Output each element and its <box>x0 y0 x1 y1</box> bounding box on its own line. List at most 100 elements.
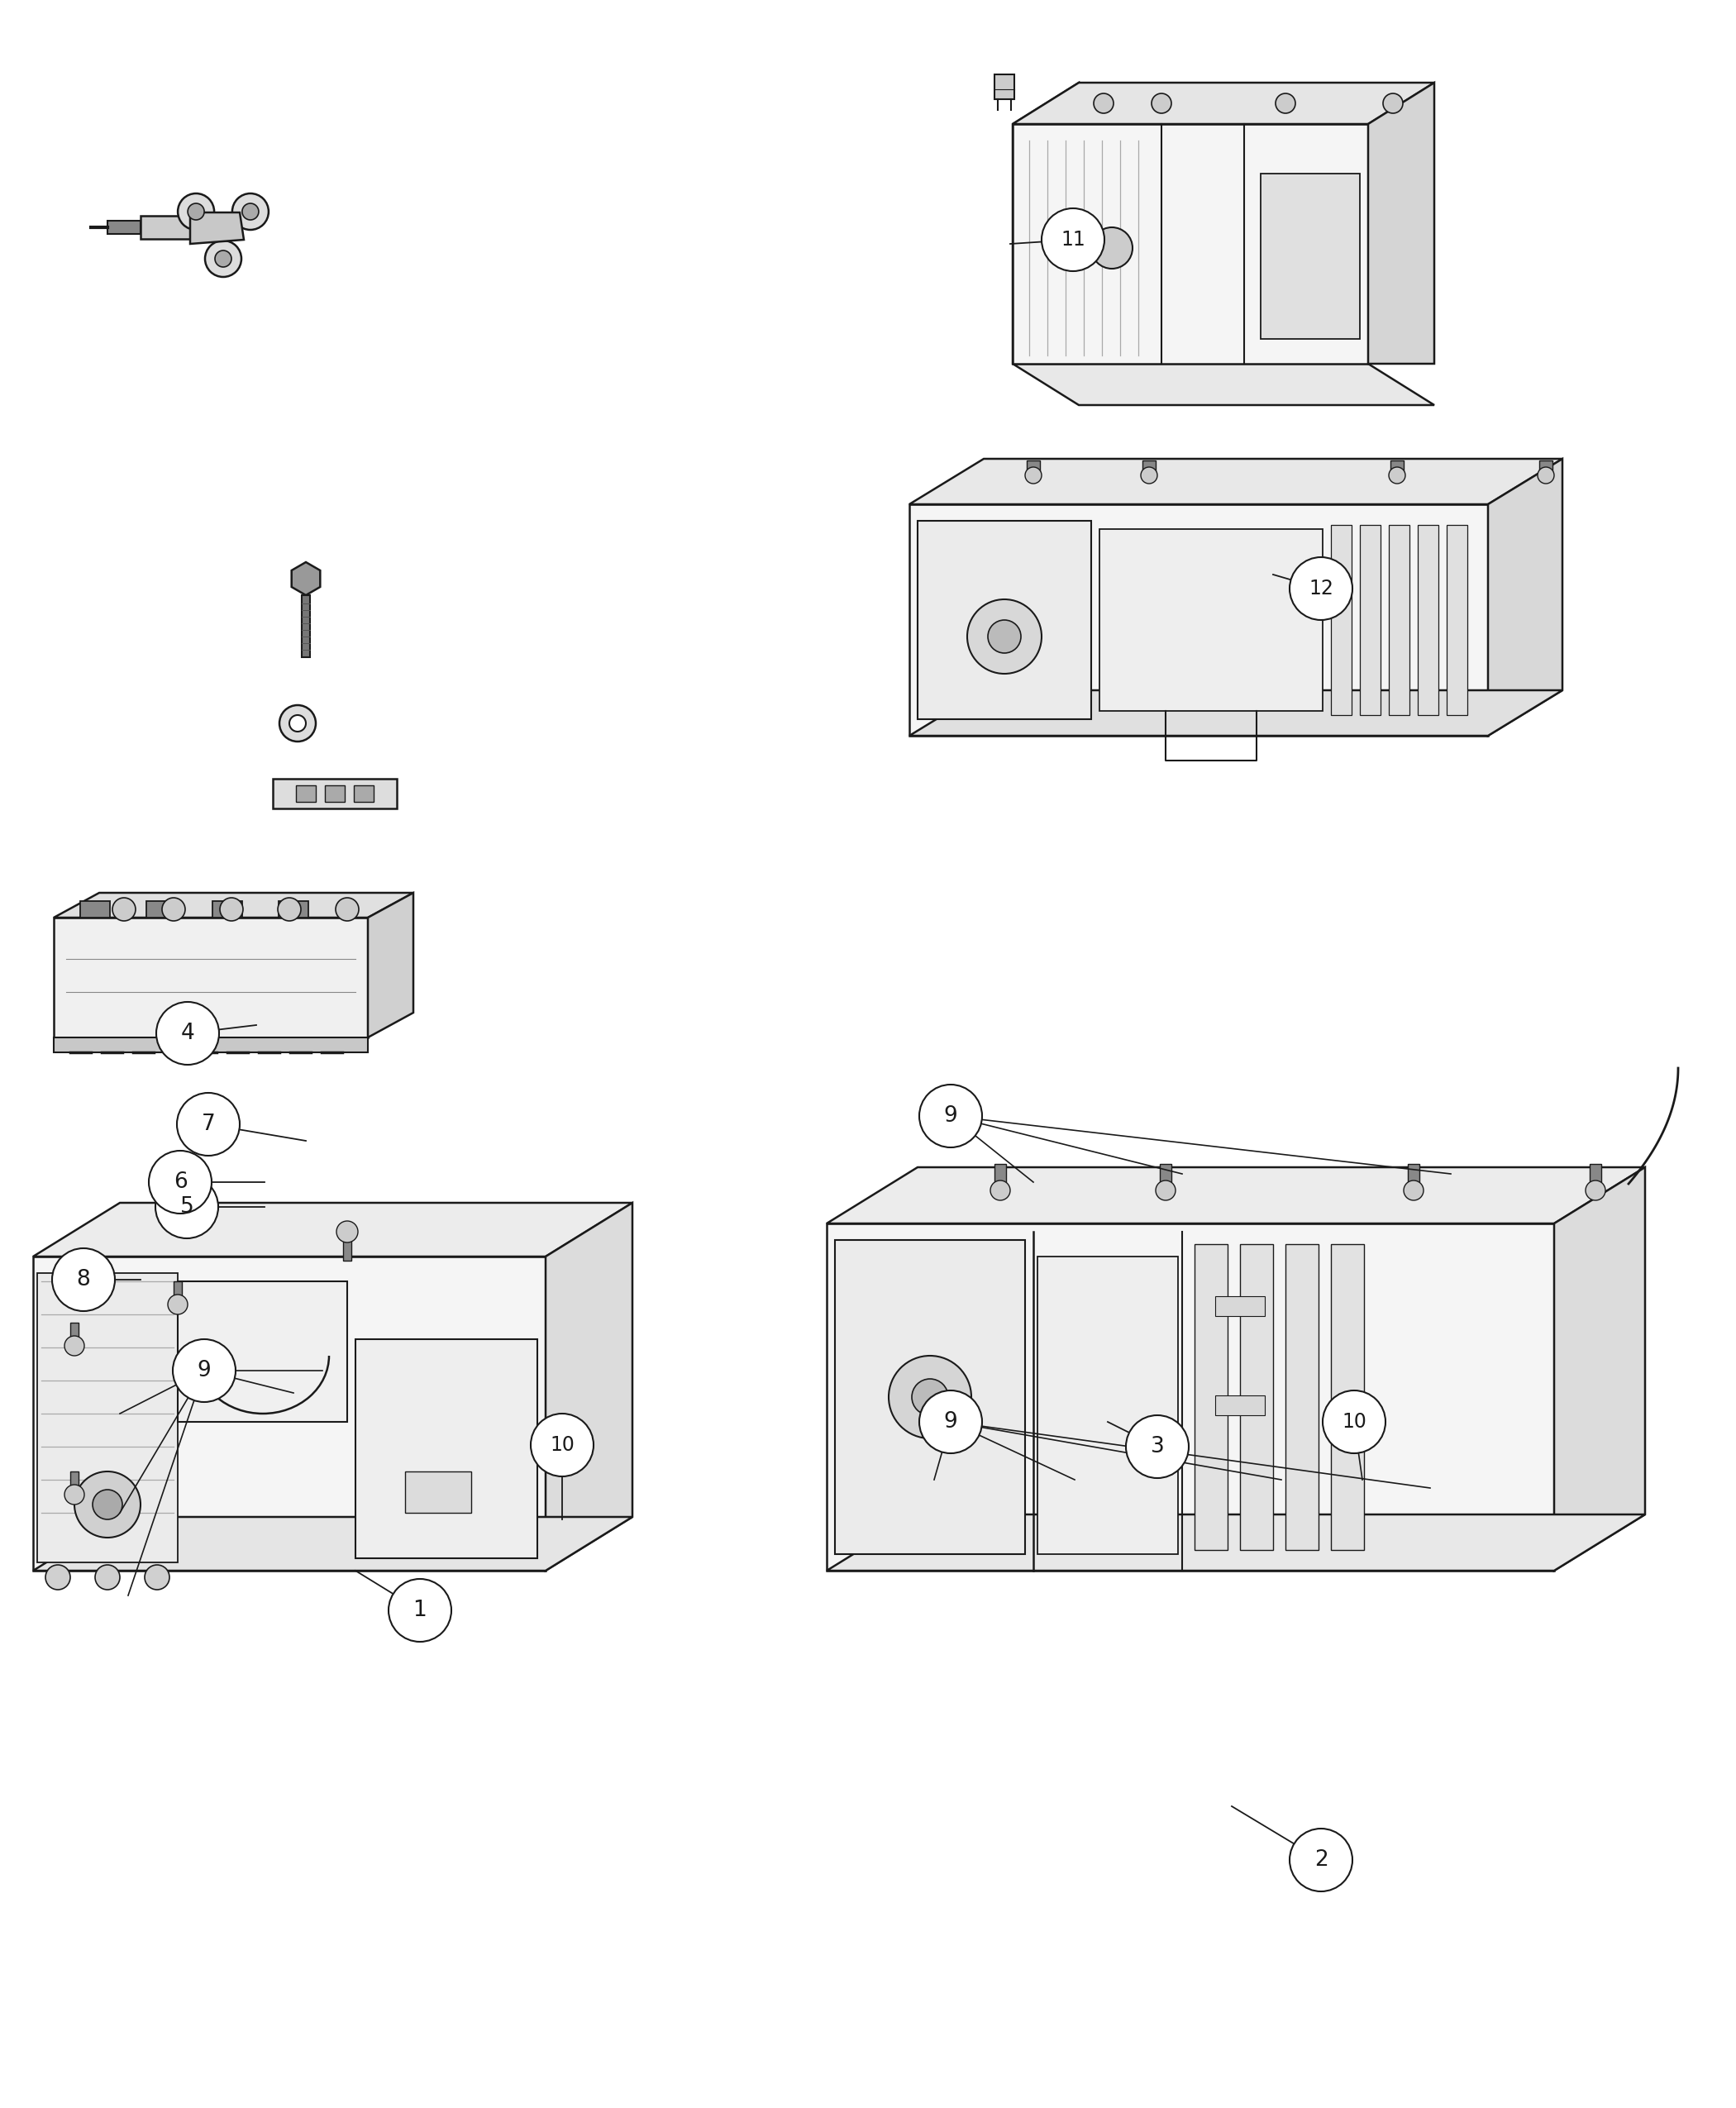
Circle shape <box>889 1355 972 1438</box>
Circle shape <box>1290 1828 1352 1891</box>
Text: 6: 6 <box>174 1172 187 1193</box>
Polygon shape <box>1012 82 1078 365</box>
Text: 10: 10 <box>550 1436 575 1455</box>
Polygon shape <box>69 1322 78 1339</box>
Polygon shape <box>54 917 368 1037</box>
Polygon shape <box>1194 1244 1227 1549</box>
Polygon shape <box>1368 82 1434 365</box>
Circle shape <box>174 1339 236 1402</box>
Polygon shape <box>292 563 319 594</box>
Text: 10: 10 <box>1342 1412 1366 1431</box>
Polygon shape <box>344 1240 351 1261</box>
Polygon shape <box>910 504 1488 736</box>
Text: 1: 1 <box>413 1600 427 1621</box>
Circle shape <box>64 1336 85 1355</box>
Polygon shape <box>404 1471 470 1514</box>
Circle shape <box>389 1579 451 1642</box>
Polygon shape <box>910 460 1562 504</box>
Polygon shape <box>177 1282 347 1423</box>
Circle shape <box>215 251 231 268</box>
Polygon shape <box>36 1273 177 1562</box>
Polygon shape <box>354 786 373 801</box>
Polygon shape <box>1391 460 1404 474</box>
Polygon shape <box>826 1223 1554 1570</box>
Circle shape <box>52 1248 115 1311</box>
Polygon shape <box>54 894 413 917</box>
Polygon shape <box>1026 460 1040 474</box>
Polygon shape <box>54 1037 368 1052</box>
Polygon shape <box>1332 525 1352 715</box>
Polygon shape <box>146 900 175 917</box>
Circle shape <box>1092 228 1132 268</box>
Polygon shape <box>212 900 243 917</box>
Circle shape <box>161 898 186 921</box>
Polygon shape <box>1038 1256 1179 1554</box>
Circle shape <box>1538 468 1554 483</box>
Circle shape <box>278 898 300 921</box>
Circle shape <box>95 1564 120 1589</box>
Circle shape <box>290 715 306 731</box>
Circle shape <box>967 599 1042 675</box>
Circle shape <box>168 1294 187 1315</box>
Circle shape <box>187 202 205 219</box>
Polygon shape <box>1240 1244 1272 1549</box>
Polygon shape <box>1012 365 1434 405</box>
Circle shape <box>220 898 243 921</box>
Polygon shape <box>1554 1168 1646 1570</box>
Polygon shape <box>1285 1244 1319 1549</box>
Polygon shape <box>1099 529 1323 710</box>
Text: 2: 2 <box>1314 1849 1328 1870</box>
Polygon shape <box>545 1204 632 1570</box>
Polygon shape <box>918 521 1092 719</box>
Text: 9: 9 <box>198 1360 212 1381</box>
Circle shape <box>1585 1180 1606 1199</box>
Polygon shape <box>108 221 141 234</box>
Circle shape <box>205 240 241 276</box>
Text: 11: 11 <box>1061 230 1085 249</box>
Text: 9: 9 <box>944 1410 958 1433</box>
Circle shape <box>144 1564 170 1589</box>
Circle shape <box>1389 468 1406 483</box>
Text: 8: 8 <box>76 1269 90 1290</box>
Polygon shape <box>826 1168 1646 1223</box>
Circle shape <box>531 1414 594 1476</box>
Circle shape <box>990 1180 1010 1199</box>
Polygon shape <box>910 689 1562 736</box>
Polygon shape <box>1260 173 1359 339</box>
Text: 9: 9 <box>944 1105 958 1128</box>
Polygon shape <box>33 1204 632 1256</box>
Text: 12: 12 <box>1309 580 1333 599</box>
Polygon shape <box>835 1240 1024 1554</box>
Polygon shape <box>1142 460 1156 474</box>
Polygon shape <box>826 1514 1646 1570</box>
Polygon shape <box>368 894 413 1037</box>
Polygon shape <box>1012 124 1368 365</box>
Circle shape <box>1024 468 1042 483</box>
Circle shape <box>177 194 214 230</box>
Circle shape <box>1042 209 1104 272</box>
Text: 7: 7 <box>201 1113 215 1134</box>
Circle shape <box>1141 468 1158 483</box>
Polygon shape <box>302 594 311 658</box>
Polygon shape <box>1590 1164 1601 1183</box>
Circle shape <box>177 1092 240 1155</box>
Circle shape <box>156 1001 219 1065</box>
Polygon shape <box>1540 460 1552 474</box>
Polygon shape <box>191 213 243 245</box>
Polygon shape <box>1446 525 1467 715</box>
Polygon shape <box>1408 1164 1420 1183</box>
Circle shape <box>1127 1414 1189 1478</box>
Circle shape <box>911 1379 948 1414</box>
Circle shape <box>92 1490 122 1520</box>
Circle shape <box>920 1391 983 1452</box>
Circle shape <box>920 1086 983 1147</box>
Polygon shape <box>295 786 316 801</box>
Polygon shape <box>141 215 191 238</box>
Circle shape <box>1384 93 1403 114</box>
Circle shape <box>1290 557 1352 620</box>
Circle shape <box>1094 93 1113 114</box>
Circle shape <box>75 1471 141 1537</box>
Polygon shape <box>174 1282 182 1299</box>
Circle shape <box>156 1176 219 1237</box>
Polygon shape <box>1012 82 1434 124</box>
